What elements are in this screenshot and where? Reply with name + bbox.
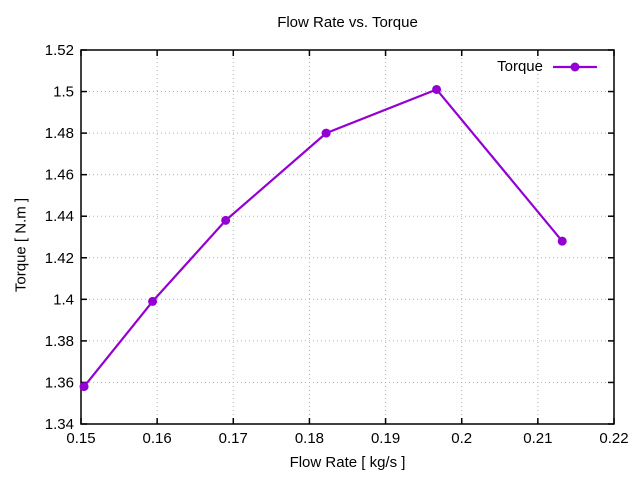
- x-tick-label: 0.22: [599, 430, 628, 447]
- plot-border: [80, 49, 615, 425]
- data-point: [79, 382, 89, 392]
- x-tick-label: 0.21: [523, 430, 552, 447]
- y-tick-label: 1.5: [53, 84, 74, 101]
- x-tick-label: 0.19: [371, 430, 400, 447]
- data-point: [221, 215, 231, 225]
- legend: Torque: [497, 58, 598, 75]
- data-point: [432, 84, 442, 94]
- legend-series-label: Torque: [497, 58, 543, 75]
- y-tick-label: 1.4: [53, 291, 74, 308]
- y-tick-label: 1.52: [45, 42, 74, 59]
- x-axis-title: Flow Rate [ kg/s ]: [289, 454, 406, 471]
- x-tick-label: 0.16: [143, 430, 172, 447]
- y-tick-label: 1.46: [45, 167, 74, 184]
- y-tick-label: 1.36: [45, 374, 74, 391]
- x-tick-label: 0.17: [219, 430, 248, 447]
- chart-title: Flow Rate vs. Torque: [277, 14, 418, 31]
- x-tick-label: 0.2: [451, 430, 472, 447]
- legend-line-sample-icon: [553, 62, 597, 71]
- y-axis-title: Torque [ N.m ]: [12, 197, 30, 293]
- x-tick-label: 0.15: [66, 430, 95, 447]
- data-point: [321, 128, 331, 138]
- y-tick-label: 1.48: [45, 125, 74, 142]
- y-tick-label: 1.44: [45, 208, 74, 225]
- series-line: [82, 88, 564, 388]
- y-tick-label: 1.42: [45, 250, 74, 267]
- data-point: [148, 296, 158, 306]
- x-tick-label: 0.18: [295, 430, 324, 447]
- y-tick-label: 1.38: [45, 333, 74, 350]
- data-point: [557, 236, 567, 246]
- y-tick-label: 1.34: [45, 416, 74, 433]
